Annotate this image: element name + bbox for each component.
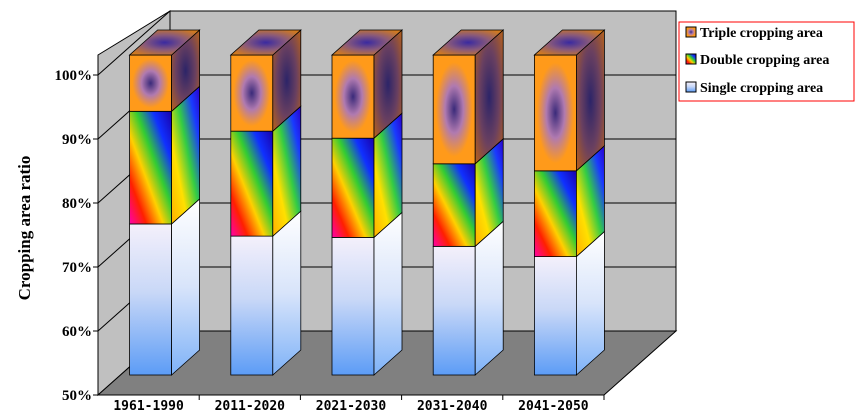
bar-1961-1990: [128, 29, 201, 376]
bar-top: [128, 29, 201, 56]
legend-label-triple: Triple cropping area: [700, 26, 823, 41]
bar-2031-2040: [432, 29, 505, 376]
bar-segment-triple: [129, 54, 173, 112]
bar-side-single: [171, 198, 201, 376]
bar-segment-double: [534, 170, 577, 257]
bar-segment-triple: [432, 54, 476, 165]
legend-label-double: Double cropping area: [700, 53, 829, 68]
legend-swatch-double: [685, 53, 697, 65]
legend-item-single: Single cropping area: [685, 81, 823, 96]
bar-segment-triple: [230, 54, 274, 132]
x-tick-labels: 1961-1990 2011-2020 2021-2030 2031-2040 2041…: [113, 395, 605, 413]
x-tick-label: 2031-2040: [417, 399, 488, 413]
bar-segment-single: [129, 223, 173, 376]
bar-top: [229, 29, 302, 56]
gridline: [97, 10, 676, 76]
bar-segment-single: [534, 256, 577, 376]
y-tick-label: 70%: [62, 260, 92, 276]
bar-top: [330, 29, 404, 56]
bar-side-single: [474, 220, 504, 376]
bar-top: [533, 29, 606, 56]
bar-segment-single: [230, 235, 274, 376]
bar-segment-double: [331, 137, 375, 238]
bar-top: [432, 29, 505, 56]
legend-label-single: Single cropping area: [700, 81, 823, 96]
axes: [93, 55, 604, 396]
bar-segment-double: [129, 110, 173, 225]
x-tick-label: 2021-2030: [316, 399, 387, 413]
y-axis-label: Cropping area ratio: [15, 156, 34, 301]
x-tick-label: 2011-2020: [215, 399, 286, 413]
bar-2011-2020: [229, 29, 302, 376]
bar-2041-2050: [533, 29, 606, 376]
legend-item-double: Double cropping area: [685, 53, 829, 68]
bar-2021-2030: [330, 29, 404, 376]
bar-segment-single: [432, 245, 476, 376]
y-tick-label: 60%: [62, 324, 92, 340]
x-tick-label: 2041-2050: [518, 399, 589, 413]
y-tick-label: 50%: [62, 388, 92, 404]
bar-segment-single: [331, 236, 375, 376]
legend-box: [678, 21, 855, 102]
bar-segment-triple: [331, 54, 375, 139]
y-tick-label: 90%: [62, 132, 92, 148]
legend-swatch-single: [685, 81, 697, 93]
bars: [128, 29, 606, 376]
legend: Triple cropping area Double cropping are…: [678, 21, 855, 102]
legend-item-triple: Triple cropping area: [685, 26, 823, 41]
legend-swatch-triple: [685, 26, 697, 38]
bar-side-single: [272, 210, 302, 376]
y-tick-label: 80%: [62, 196, 92, 212]
bar-segment-double: [432, 163, 476, 247]
x-tick-label: 1961-1990: [113, 399, 184, 413]
y-tick-label: 100%: [55, 68, 93, 84]
bar-side-single: [373, 211, 403, 376]
bar-segment-double: [230, 130, 274, 237]
y-tick-labels: 50% 60% 70% 80% 90% 100%: [55, 68, 93, 404]
bar-segment-triple: [534, 54, 577, 172]
